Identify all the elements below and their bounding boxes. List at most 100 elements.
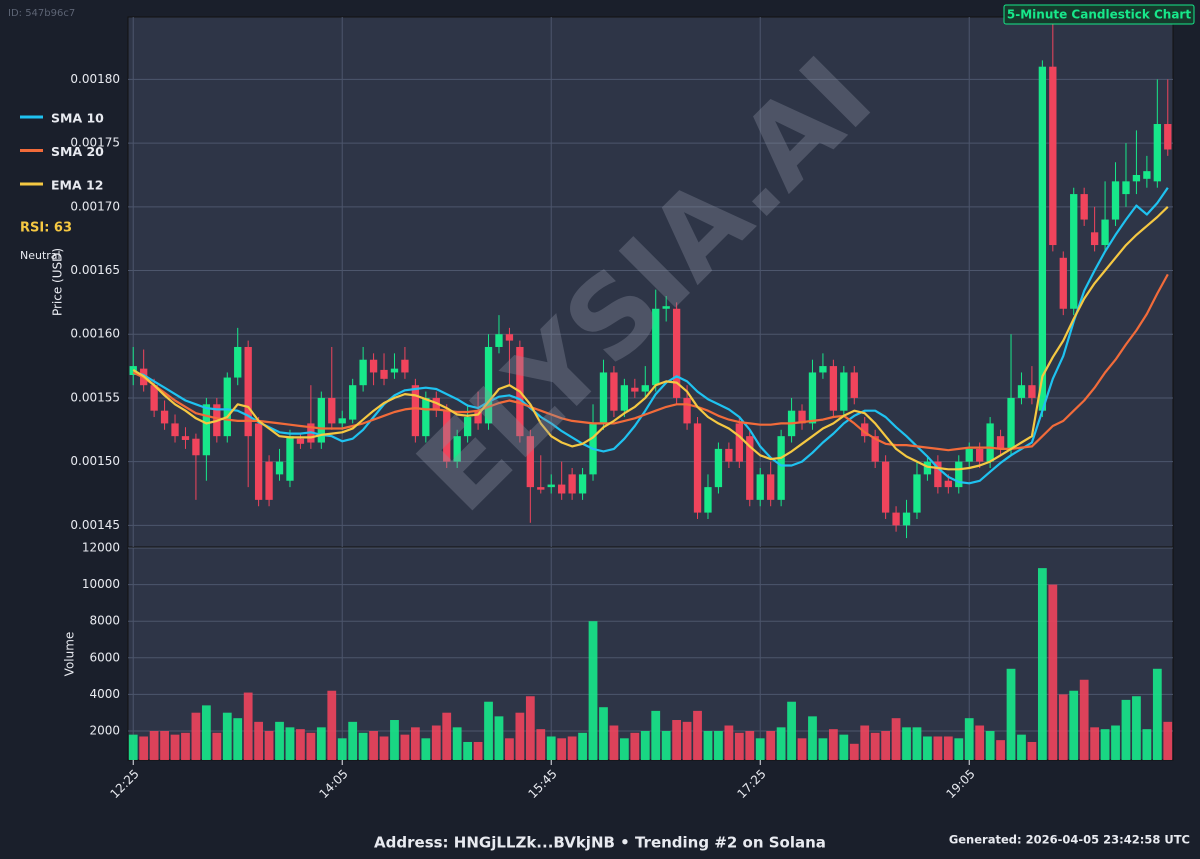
volume-bar [1163,721,1173,760]
candle-body [202,404,211,456]
candle-body [526,436,534,488]
candle-body [819,366,827,373]
candle-body [881,461,890,513]
volume-bar [1048,584,1058,760]
candle-body [453,436,461,462]
volume-bar [494,716,504,760]
volume-bar [369,730,378,760]
candle-body [254,423,263,500]
grid-layer [128,17,1173,760]
volume-bar [923,736,932,760]
candle-body [558,484,566,494]
volume-bar [170,734,180,760]
candle-body [704,487,712,513]
candle-body [641,385,649,392]
generated-label: Generated: 2026-04-05 23:42:58 UTC [949,833,1190,847]
candle-body [568,474,576,494]
volume-tick-label: 12000 [82,541,120,555]
volume-bar [860,725,870,760]
volume-bar [1027,741,1037,760]
candle-body [861,423,869,437]
candle-body [265,461,273,500]
y-tick-label: 0.00175 [70,136,120,150]
volume-bar [473,741,483,760]
volume-tick-label: 2000 [89,723,120,737]
volume-bar [818,738,828,760]
volume-bar [693,710,702,760]
candle-body [1049,66,1057,246]
volume-bar [264,730,274,760]
volume-bar [672,720,682,760]
candle-body [171,423,179,437]
candle-body [474,410,482,424]
volume-bar [233,718,243,760]
candle-body [829,366,838,411]
candle-body [955,461,963,488]
y-tick-label: 0.00150 [70,454,120,468]
volume-bar [296,729,305,760]
candle-body [746,436,754,500]
legend-label: SMA 20 [51,144,104,159]
volume-bar [912,727,922,760]
candle-body [1007,397,1015,449]
legend-label: EMA 12 [51,178,103,193]
volume-bar [902,727,911,760]
volume-bar [400,734,410,760]
volume-bar [567,736,577,760]
volume-bar [651,710,661,760]
volume-bar [222,712,232,760]
candle-body [1111,181,1120,220]
candle-body [798,410,806,424]
volume-bar [588,621,598,760]
footer: Address: HNGjLLZk...BVkjNB • Trending #2… [374,834,826,852]
candle-body [986,423,994,462]
candle-body [463,417,472,437]
candle-body [693,423,702,513]
candle-body [871,436,879,462]
candle-body [672,308,681,398]
y-tick-label: 0.00165 [70,263,120,277]
volume-bar [536,729,546,760]
candle-body [296,438,305,444]
volume-bar [755,738,765,760]
candle-body [652,308,660,386]
candle-body [317,397,325,443]
candle-body [537,487,545,490]
volume-bar [1111,725,1120,760]
candle-body [1017,385,1026,398]
volume-bar [1079,679,1089,760]
chart-title: 5-Minute Candlestick Chart [1007,8,1191,22]
candle-body [338,418,346,424]
price-panel [127,16,1174,548]
candle-body [683,397,691,424]
candle-body [976,448,984,462]
y-axis-label: Price (USD) [51,248,65,316]
volume-bar [306,732,316,760]
mark-layer [128,22,1173,760]
volume-bar [275,721,284,760]
candle-body [735,423,743,462]
volume-bar [525,696,535,760]
volume-bar [421,738,431,760]
candle-body [380,369,388,379]
volume-bar [515,712,525,760]
candle-body [547,484,555,488]
candle-body [913,474,921,513]
volume-bar [1017,734,1026,760]
volume-bar [1037,568,1047,760]
volume-bar [484,701,493,760]
volume-bar [724,725,734,760]
volume-bar [348,721,358,760]
volume-tick-label: 10000 [82,577,120,591]
candle-body [432,397,440,411]
candle-body [714,448,723,488]
volume-bar [1121,699,1131,760]
candle-body [725,448,733,462]
candle-body [1028,385,1036,398]
volume-panel [127,547,1174,761]
volume-bar [943,736,953,760]
volume-bar [358,732,368,760]
y-tick-label: 0.00170 [70,199,120,213]
candle-body [767,474,775,500]
candle-body [422,397,430,437]
